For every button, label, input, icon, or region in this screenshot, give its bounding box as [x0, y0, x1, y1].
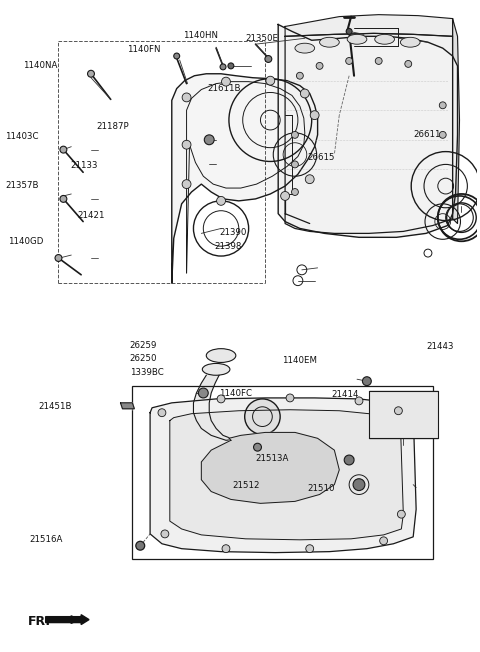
- Text: 21133: 21133: [71, 161, 98, 170]
- Circle shape: [182, 140, 191, 149]
- Circle shape: [60, 146, 67, 153]
- Circle shape: [182, 93, 191, 102]
- Ellipse shape: [320, 37, 339, 47]
- Polygon shape: [453, 19, 459, 224]
- Circle shape: [346, 57, 353, 65]
- Polygon shape: [201, 432, 339, 503]
- Text: 21350E: 21350E: [245, 35, 278, 43]
- Text: FR.: FR.: [28, 615, 51, 628]
- Circle shape: [439, 102, 446, 109]
- Circle shape: [300, 89, 309, 98]
- Circle shape: [291, 161, 299, 168]
- Text: 21510: 21510: [307, 484, 335, 493]
- Circle shape: [291, 132, 299, 138]
- Circle shape: [265, 55, 272, 63]
- Circle shape: [228, 63, 234, 69]
- Circle shape: [397, 511, 405, 518]
- Ellipse shape: [203, 363, 230, 376]
- Circle shape: [220, 64, 226, 70]
- Circle shape: [222, 544, 230, 553]
- Circle shape: [362, 377, 372, 385]
- Circle shape: [158, 409, 166, 417]
- Circle shape: [286, 394, 294, 402]
- Circle shape: [55, 254, 62, 261]
- Polygon shape: [172, 74, 318, 283]
- Circle shape: [291, 188, 299, 196]
- Circle shape: [353, 479, 365, 490]
- Circle shape: [222, 77, 230, 86]
- Circle shape: [60, 196, 67, 202]
- Polygon shape: [285, 33, 453, 233]
- Text: 1140GD: 1140GD: [8, 237, 43, 246]
- Polygon shape: [170, 409, 403, 540]
- Circle shape: [87, 70, 95, 77]
- Circle shape: [380, 537, 387, 544]
- Circle shape: [316, 63, 323, 69]
- Circle shape: [306, 544, 313, 553]
- Ellipse shape: [347, 35, 367, 44]
- Circle shape: [405, 61, 412, 67]
- Circle shape: [174, 53, 180, 59]
- Text: 1140FC: 1140FC: [219, 389, 252, 398]
- Ellipse shape: [400, 37, 420, 47]
- Text: 11403C: 11403C: [5, 132, 39, 141]
- Circle shape: [136, 541, 144, 550]
- Text: 21443: 21443: [426, 342, 454, 351]
- Text: 21187P: 21187P: [96, 123, 129, 131]
- Ellipse shape: [295, 43, 315, 53]
- Circle shape: [217, 395, 225, 403]
- Text: 21421: 21421: [78, 211, 105, 220]
- Polygon shape: [193, 376, 270, 440]
- Circle shape: [182, 180, 191, 188]
- Text: 21611B: 21611B: [208, 84, 241, 93]
- Ellipse shape: [375, 35, 395, 44]
- Circle shape: [281, 192, 289, 200]
- Polygon shape: [120, 403, 134, 409]
- Circle shape: [216, 196, 226, 205]
- Circle shape: [305, 175, 314, 184]
- Text: 21512: 21512: [232, 481, 260, 490]
- Bar: [132, 386, 433, 559]
- Circle shape: [346, 29, 352, 35]
- Bar: [369, 391, 438, 438]
- Text: 1339BC: 1339BC: [130, 368, 163, 378]
- Text: 26615: 26615: [307, 153, 335, 162]
- Text: 1140FN: 1140FN: [127, 45, 160, 54]
- Circle shape: [245, 399, 280, 434]
- Circle shape: [161, 530, 169, 538]
- Polygon shape: [285, 14, 453, 37]
- Circle shape: [204, 135, 214, 145]
- Circle shape: [310, 111, 319, 119]
- Circle shape: [253, 443, 262, 451]
- Circle shape: [297, 72, 303, 79]
- Circle shape: [266, 76, 275, 85]
- Text: 26259: 26259: [130, 341, 157, 349]
- Circle shape: [355, 397, 363, 405]
- Circle shape: [198, 388, 208, 398]
- Polygon shape: [150, 398, 416, 553]
- Circle shape: [395, 407, 402, 415]
- Text: 26611: 26611: [413, 130, 441, 139]
- Circle shape: [344, 455, 354, 465]
- FancyArrow shape: [46, 615, 89, 625]
- Text: 1140EM: 1140EM: [282, 355, 317, 364]
- Text: 21357B: 21357B: [5, 181, 39, 190]
- Text: 21398: 21398: [215, 242, 242, 251]
- Circle shape: [439, 132, 446, 138]
- Polygon shape: [278, 25, 457, 237]
- Text: 21451B: 21451B: [38, 402, 72, 411]
- Text: 26250: 26250: [130, 354, 157, 363]
- Text: 1140HN: 1140HN: [183, 31, 218, 40]
- Text: 1140NA: 1140NA: [23, 61, 57, 70]
- Circle shape: [375, 57, 382, 65]
- Text: 21414: 21414: [331, 391, 359, 399]
- Text: 21513A: 21513A: [255, 454, 288, 464]
- Text: 21516A: 21516A: [29, 535, 62, 544]
- Ellipse shape: [206, 349, 236, 363]
- Text: 21390: 21390: [219, 228, 247, 237]
